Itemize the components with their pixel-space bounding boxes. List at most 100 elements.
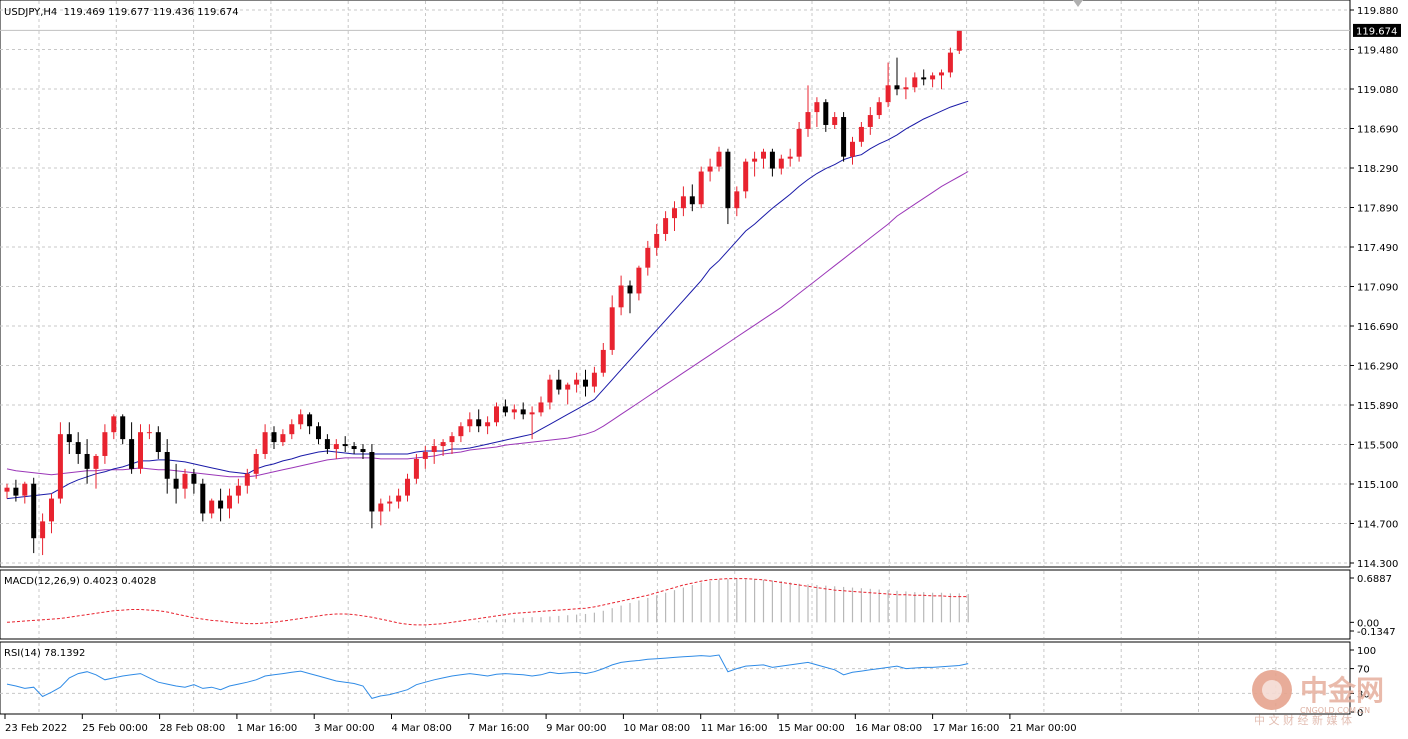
candle-body [13,487,19,496]
candle-body [636,267,642,294]
candle-body [574,379,580,385]
time-tick-label: 15 Mar 00:00 [778,723,845,734]
candle-body [146,432,152,434]
candle [769,148,775,177]
candle [138,424,143,474]
candle [618,275,624,316]
candle [858,121,864,147]
candle [903,77,909,100]
candle [31,477,37,554]
candle [547,374,553,410]
candle [698,166,704,209]
candle [422,446,428,469]
candle-body [289,424,295,435]
price-tick-label: 114.700 [1357,520,1398,531]
candle-body [422,452,428,459]
candle-body [663,218,669,234]
watermark-logo-inner-icon [1262,680,1282,700]
candle-body [903,87,909,90]
time-axis: 23 Feb 2022 25 Feb 00:00 28 Feb 08:00 1 Mar… [4,714,1077,734]
candle-body [583,379,588,387]
candle [814,97,820,127]
price-axis: 119.880 119.480 119.080 118.690 118.290 117.8… [1350,6,1398,570]
candle [449,432,455,454]
candle [387,495,393,512]
symbol-header: USDJPY,H4 119.469 119.677 119.436 119.67… [4,7,239,18]
chart-shift-triangle-icon[interactable] [1073,0,1083,7]
candle [413,453,419,484]
candle-body [84,453,90,469]
candle-body [307,414,313,427]
candle-body [752,158,758,162]
candle-body [841,117,847,157]
candle-body [814,102,820,113]
candle-body [939,72,944,76]
candle-body [182,473,188,489]
candle [49,493,54,534]
candle-body [271,432,277,443]
candle [930,72,936,88]
price-tick-label: 114.300 [1357,559,1398,570]
candle-body [805,112,811,129]
candle-body [485,422,491,427]
candle-body [654,233,660,248]
candle [600,342,606,377]
candle [645,240,651,276]
candle-body [529,412,535,415]
candle [13,479,19,502]
candle-body [93,455,99,469]
macd-grid [38,571,1277,638]
candle-body [921,77,927,80]
macd-tick-label: 0.00 [1357,618,1379,629]
candle [591,366,597,393]
candle-body [333,444,339,450]
watermark: 中金网 CNGOLD.COM.CN 中 文 财 经 新 媒 体 [1252,670,1384,727]
candle-body [894,85,900,90]
candle-body [467,419,473,427]
candle [689,184,695,212]
candle [725,148,731,225]
rsi-path [6,654,969,699]
candle [672,201,677,232]
candle-body [413,458,419,479]
time-tick-label: 9 Mar 00:00 [546,723,606,734]
candle [947,47,953,78]
time-tick-label: 7 Mar 16:00 [469,723,529,734]
candle [244,468,250,494]
candle [351,442,357,454]
candle-body [823,102,829,125]
candle [40,513,46,556]
candle [529,406,535,440]
candle-body [672,208,677,219]
candle [796,121,802,162]
candle-body [591,372,597,387]
candle [191,468,197,494]
candle [262,424,268,459]
rsi-tick-label: 0 [1357,708,1363,719]
candle-body [173,478,179,489]
candle [939,69,944,90]
time-tick-label: 1 Mar 16:00 [237,723,297,734]
candle-body [120,416,126,440]
candle [707,158,713,182]
candle-body [66,434,72,443]
candle-body [947,52,953,73]
candle [369,444,375,529]
candle [129,422,135,474]
candle [227,488,232,519]
candle [467,412,473,433]
candle-body [253,453,259,474]
candle [583,369,588,397]
candle [333,439,339,459]
watermark-brand: 中金网 [1300,674,1384,707]
candle-body [4,487,10,492]
candle [200,478,206,522]
candle-body [22,483,28,496]
candle-body [75,442,81,454]
candle-body [316,426,321,440]
candle [850,136,855,165]
candle-body [227,495,232,509]
candle-body [262,432,268,454]
candle [743,158,749,199]
candle-body [600,349,606,373]
